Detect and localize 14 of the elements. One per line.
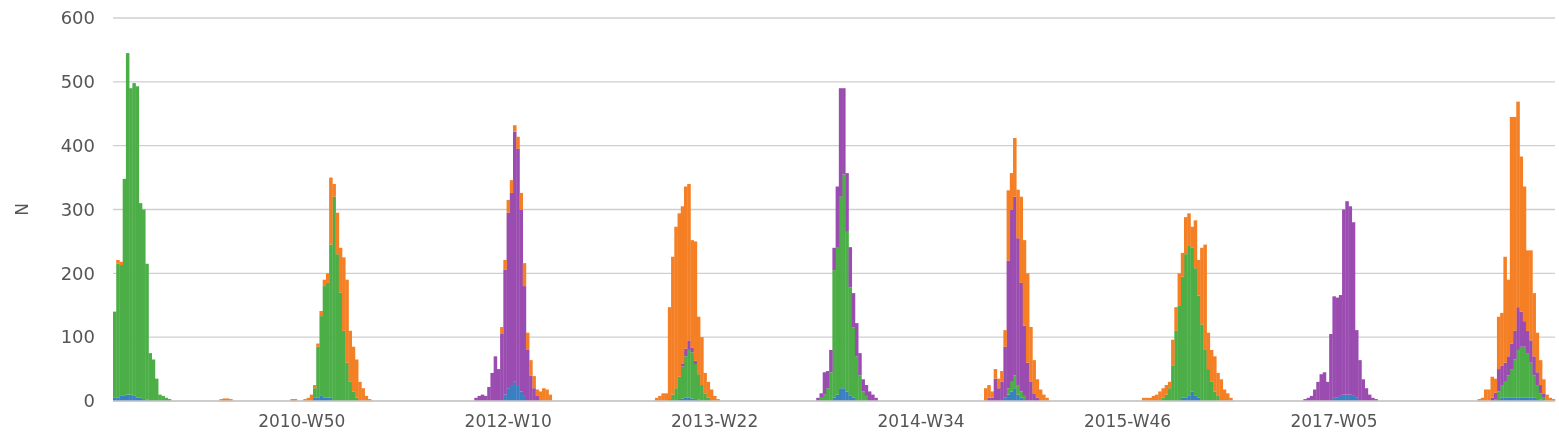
- x-tick-label: 2017-W05: [1290, 411, 1378, 431]
- y-tick-label: 500: [60, 71, 95, 93]
- y-axis-title: N: [12, 203, 32, 216]
- x-tick-label: 2012-W10: [464, 411, 552, 431]
- x-tick-label: 2014-W34: [877, 411, 965, 431]
- y-tick-label: 300: [60, 198, 95, 220]
- x-tick-label: 2013-W22: [671, 411, 759, 431]
- y-tick-label: 200: [60, 262, 95, 284]
- y-tick-label: 400: [60, 134, 95, 156]
- y-tick-label: 600: [60, 7, 95, 29]
- x-tick-label: 2015-W46: [1083, 411, 1172, 431]
- y-tick-label: 0: [83, 390, 95, 412]
- y-tick-label: 100: [60, 326, 95, 348]
- x-tick-label: 2010-W50: [258, 411, 346, 431]
